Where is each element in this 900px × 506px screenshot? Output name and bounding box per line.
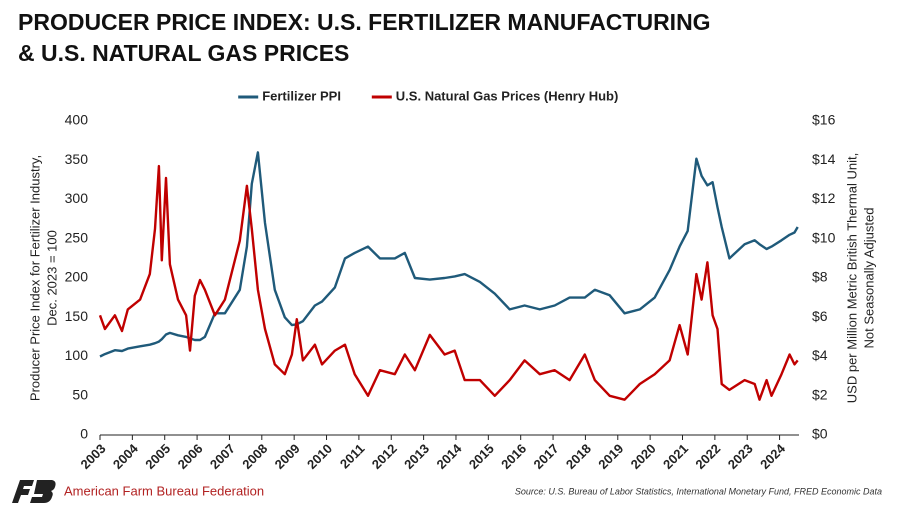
y-tick-label: 200 <box>65 269 89 285</box>
organization: American Farm Bureau Federation <box>64 483 264 498</box>
y-tick-label: 150 <box>65 308 89 324</box>
x-tick-label: 2012 <box>369 441 400 472</box>
y2-tick-label: $12 <box>812 190 836 206</box>
y2-tick-label: $10 <box>812 229 836 245</box>
x-tick-label: 2013 <box>401 441 432 472</box>
x-tick-label: 2003 <box>77 441 108 472</box>
legend-label: U.S. Natural Gas Prices (Henry Hub) <box>396 88 619 103</box>
x-tick-label: 2024 <box>757 440 789 472</box>
series-line <box>99 151 799 358</box>
y2-tick-label: $0 <box>812 426 828 442</box>
y-tick-label: 250 <box>65 229 89 245</box>
y2-axis-label-line2: Not Seasonally Adjusted <box>861 208 876 349</box>
x-tick-label: 2009 <box>272 441 303 472</box>
x-tick-label: 2019 <box>595 441 626 472</box>
y2-tick-label: $8 <box>812 269 828 285</box>
legend-label: Fertilizer PPI <box>262 88 341 103</box>
x-tick-label: 2008 <box>239 441 270 472</box>
x-tick-label: 2007 <box>207 441 238 472</box>
y-tick-label: 300 <box>65 190 89 206</box>
series-line <box>98 164 799 401</box>
y2-tick-label: $14 <box>812 151 836 167</box>
x-tick-label: 2020 <box>628 441 659 472</box>
y-tick-label: 100 <box>65 347 89 363</box>
y-axis-label-line2: Dec. 2023 = 100 <box>44 230 59 326</box>
chart-title: PRODUCER PRICE INDEX: U.S. FERTILIZER MA… <box>18 9 711 35</box>
y-tick-label: 400 <box>65 112 89 128</box>
x-tick-label: 2016 <box>498 441 529 472</box>
x-tick-label: 2023 <box>725 441 756 472</box>
chart-title-line2: & U.S. NATURAL GAS PRICES <box>18 40 349 66</box>
y-tick-label: 50 <box>72 386 88 402</box>
x-tick-label: 2021 <box>660 441 691 472</box>
x-tick-label: 2010 <box>304 441 335 472</box>
x-tick-label: 2017 <box>531 441 562 472</box>
x-tick-label: 2015 <box>466 441 497 472</box>
x-tick-label: 2022 <box>692 441 723 472</box>
x-tick-label: 2011 <box>337 441 368 472</box>
x-tick-label: 2014 <box>433 440 465 472</box>
y-axis-label: Producer Price Index for Fertilizer Indu… <box>27 155 42 401</box>
x-tick-label: 2004 <box>110 440 142 472</box>
y2-tick-label: $4 <box>812 347 828 363</box>
y2-tick-label: $16 <box>812 112 836 128</box>
source: Source: U.S. Bureau of Labor Statistics,… <box>515 486 882 496</box>
x-tick-label: 2018 <box>563 441 594 472</box>
x-tick-label: 2006 <box>175 441 206 472</box>
y2-tick-label: $6 <box>812 308 828 324</box>
y-tick-label: 350 <box>65 151 89 167</box>
y2-tick-label: $2 <box>812 386 828 402</box>
x-tick-label: 2005 <box>142 441 173 472</box>
y2-axis-label: USD per Million Metric British Thermal U… <box>844 153 859 403</box>
logo <box>12 480 56 503</box>
y-tick-label: 0 <box>80 426 88 442</box>
